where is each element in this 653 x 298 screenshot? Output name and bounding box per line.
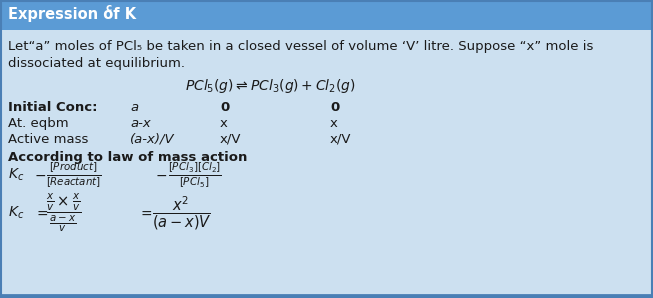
Text: $=$: $=$	[138, 206, 153, 220]
Text: c: c	[106, 3, 112, 13]
Text: a-x: a-x	[130, 117, 151, 130]
Text: According to law of mass action: According to law of mass action	[8, 151, 247, 164]
Bar	[0, 30, 653, 298]
Text: $K_c$: $K_c$	[8, 205, 24, 221]
Text: $\dfrac{x^2}{(a-x)V}$: $\dfrac{x^2}{(a-x)V}$	[152, 194, 212, 232]
Text: $\dfrac{\frac{x}{v} \times \frac{x}{v}}{\frac{a-x}{v}}$: $\dfrac{\frac{x}{v} \times \frac{x}{v}}{…	[46, 192, 82, 235]
Text: x/V: x/V	[220, 133, 242, 146]
Text: Expression of K: Expression of K	[8, 7, 136, 23]
Text: x/V: x/V	[330, 133, 351, 146]
Text: $=$: $=$	[34, 206, 49, 220]
Text: $K_c$: $K_c$	[8, 167, 24, 183]
Text: Let“a” moles of PCl₅ be taken in a closed vessel of volume ‘V’ litre. Suppose “x: Let“a” moles of PCl₅ be taken in a close…	[8, 40, 594, 53]
Text: 0: 0	[330, 101, 340, 114]
Text: $-$: $-$	[34, 168, 46, 182]
Text: x: x	[220, 117, 228, 130]
Text: Initial Conc:: Initial Conc:	[8, 101, 97, 114]
Text: $\frac{[Product]}{[Reactant]}$: $\frac{[Product]}{[Reactant]}$	[46, 160, 102, 190]
Text: $\frac{[PCl_3][Cl_2]}{[PCl_5]}$: $\frac{[PCl_3][Cl_2]}{[PCl_5]}$	[168, 160, 222, 190]
Text: $-$: $-$	[155, 168, 167, 182]
Text: At. eqbm: At. eqbm	[8, 117, 69, 130]
Text: x: x	[330, 117, 338, 130]
Text: Active mass: Active mass	[8, 133, 88, 146]
Text: 0: 0	[220, 101, 229, 114]
Text: (a-x)/V: (a-x)/V	[130, 133, 174, 146]
Text: dissociated at equilibrium.: dissociated at equilibrium.	[8, 57, 185, 70]
Text: $PCl_5(g) \rightleftharpoons PCl_3(g) + Cl_2(g)$: $PCl_5(g) \rightleftharpoons PCl_3(g) + …	[185, 77, 356, 95]
Text: a: a	[130, 101, 138, 114]
Bar	[0, 0, 653, 30]
